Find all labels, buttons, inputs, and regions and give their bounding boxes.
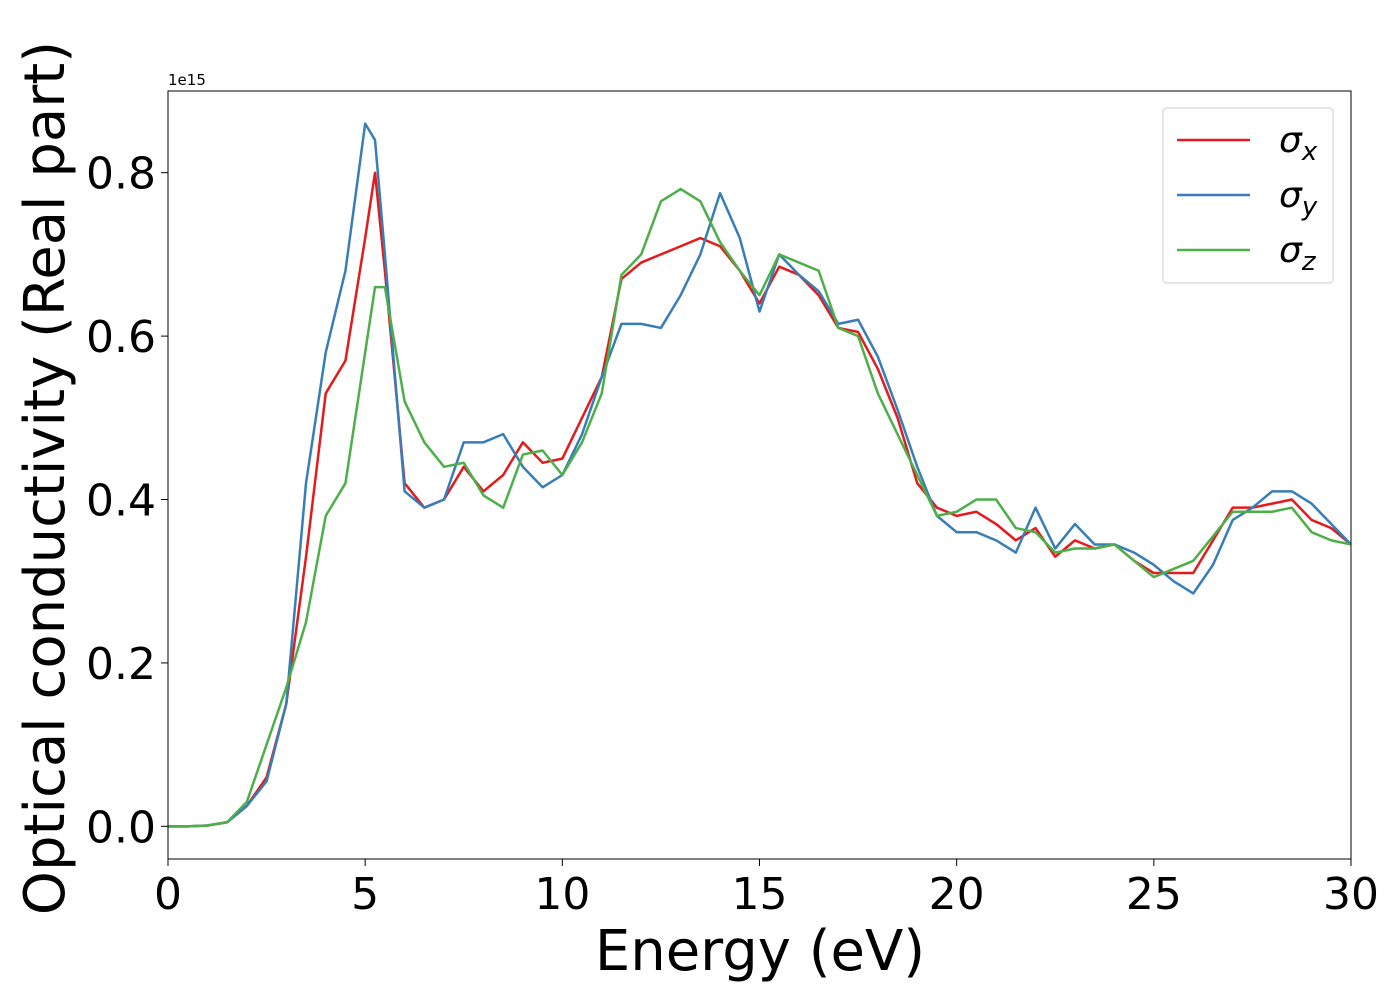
lines [168,122,1351,828]
x-tick-label: 25 [1126,869,1182,920]
y-tick-label: 0.2 [86,639,156,690]
x-tick-label: 5 [351,869,379,920]
y-tick-label: 0.8 [86,149,156,200]
series-line [168,122,1351,828]
x-tick-label: 20 [929,869,985,920]
x-tick-label: 10 [534,869,590,920]
plot-area [168,91,1351,859]
y-tick-label: 0.6 [86,312,156,363]
legend-label: σy [1279,175,1318,222]
series-line [168,171,1351,828]
x-axis-label: Energy (eV) [595,919,925,984]
y-tick-label: 0.0 [86,802,156,853]
x-tick-label: 0 [154,869,182,920]
legend-label: σz [1279,230,1317,277]
y-axis-label: Optical conductivity (Real part) [13,41,78,915]
x-tick-label: 15 [732,869,788,920]
x-tick-label: 30 [1323,869,1379,920]
y-tick-label: 0.4 [86,476,156,527]
plot-frame [167,90,1352,860]
series-line [168,187,1351,828]
offset-text: 1e15 [168,71,206,89]
legend-label: σx [1279,120,1318,167]
